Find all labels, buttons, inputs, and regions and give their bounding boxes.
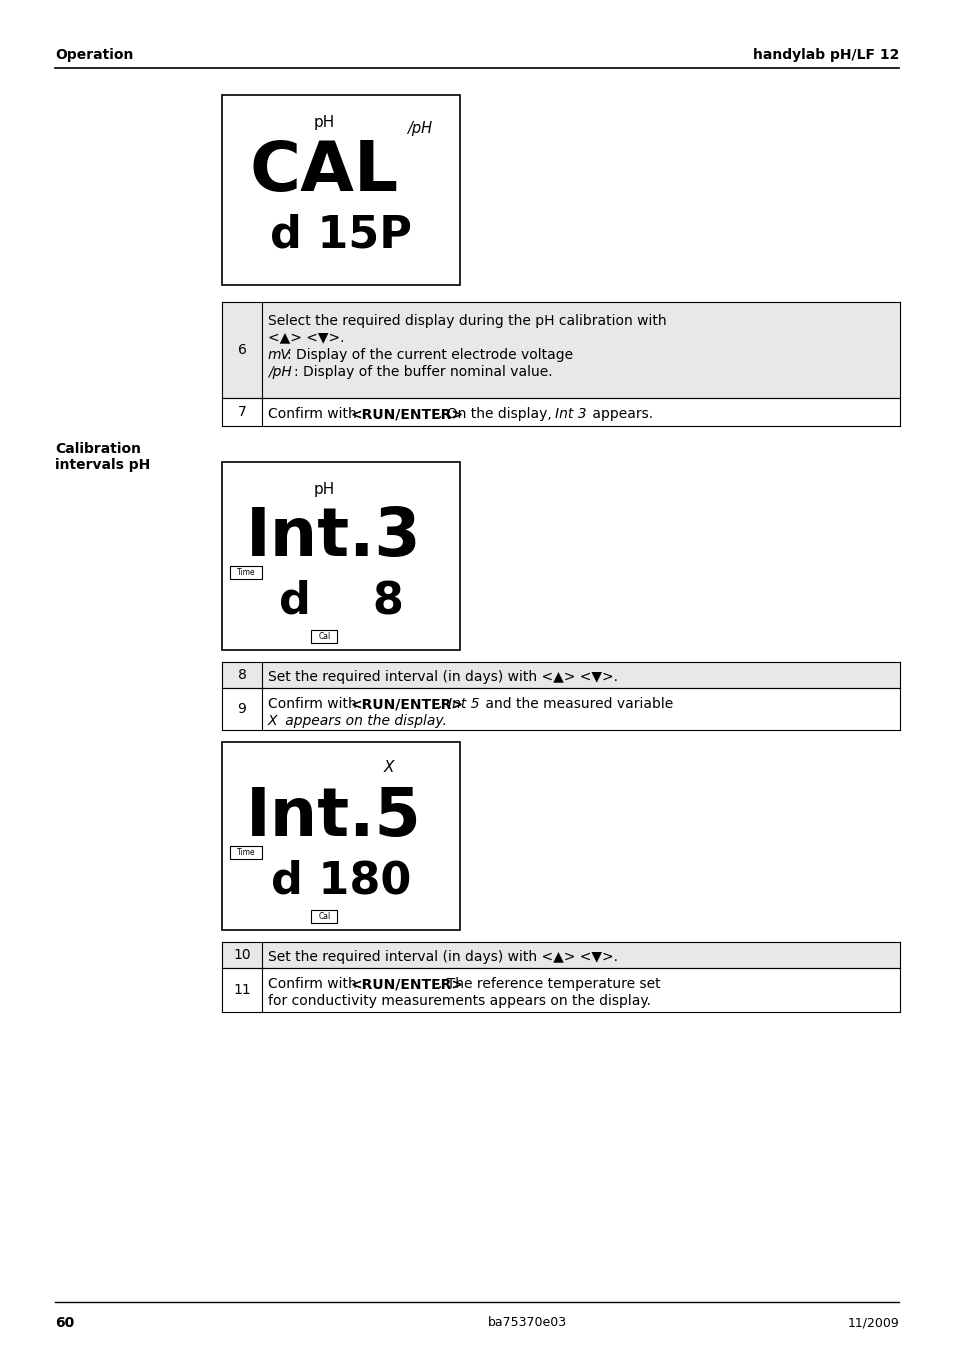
Text: handylab pH/LF 12: handylab pH/LF 12	[752, 49, 898, 62]
Bar	[222, 662, 899, 688]
Text: Confirm with: Confirm with	[268, 977, 361, 992]
Text: appears.: appears.	[587, 407, 653, 422]
Text: 6: 6	[237, 343, 246, 357]
Bar	[222, 742, 459, 929]
Text: <▲> <▼>.: <▲> <▼>.	[268, 330, 344, 345]
Bar	[230, 566, 262, 580]
Bar	[311, 911, 337, 923]
Bar	[222, 303, 899, 399]
Text: Χ  appears on the display.: Χ appears on the display.	[268, 713, 447, 728]
Text: 11: 11	[233, 984, 251, 997]
Bar	[222, 942, 899, 969]
Text: Cal: Cal	[318, 632, 330, 640]
Text: d 180: d 180	[271, 861, 411, 902]
Text: 8: 8	[237, 667, 246, 682]
Bar	[222, 688, 899, 730]
Text: mV: mV	[268, 349, 291, 362]
Text: . On the display,: . On the display,	[437, 407, 556, 422]
Text: intervals pH: intervals pH	[55, 458, 150, 471]
Bar	[222, 399, 899, 426]
Bar	[311, 630, 337, 643]
Text: Operation: Operation	[55, 49, 133, 62]
Text: d 15P: d 15P	[270, 213, 412, 255]
Text: Set the required interval (in days) with <▲> <▼>.: Set the required interval (in days) with…	[268, 670, 618, 684]
Text: .: .	[437, 697, 446, 711]
Text: and the measured variable: and the measured variable	[480, 697, 673, 711]
Bar	[230, 846, 262, 859]
Text: <RUN/ENTER>: <RUN/ENTER>	[351, 977, 463, 992]
Text: ba75370e03: ba75370e03	[487, 1316, 566, 1329]
Text: Time: Time	[236, 848, 255, 857]
Text: <RUN/ENTER>: <RUN/ENTER>	[351, 697, 463, 711]
Bar	[222, 95, 459, 285]
Text: Int.5: Int.5	[246, 784, 421, 850]
Text: pH: pH	[314, 482, 335, 497]
Text: Confirm with: Confirm with	[268, 407, 361, 422]
Bar	[222, 969, 899, 1012]
Text: Set the required interval (in days) with <▲> <▼>.: Set the required interval (in days) with…	[268, 950, 618, 965]
Text: Confirm with: Confirm with	[268, 697, 361, 711]
Text: /pH: /pH	[407, 122, 432, 136]
Text: 60: 60	[55, 1316, 74, 1329]
Text: <RUN/ENTER>: <RUN/ENTER>	[351, 407, 463, 422]
Text: for conductivity measurements appears on the display.: for conductivity measurements appears on…	[268, 994, 650, 1008]
Text: Int 3: Int 3	[555, 407, 586, 422]
Text: Calibration: Calibration	[55, 442, 141, 457]
Text: . The reference temperature set: . The reference temperature set	[437, 977, 659, 992]
Text: 10: 10	[233, 948, 251, 962]
Text: d    8: d 8	[278, 580, 403, 623]
Bar	[222, 462, 459, 650]
Text: 9: 9	[237, 703, 246, 716]
Text: : Display of the buffer nominal value.: : Display of the buffer nominal value.	[294, 365, 552, 380]
Text: Cal: Cal	[318, 912, 330, 921]
Text: 7: 7	[237, 405, 246, 419]
Text: pH: pH	[314, 115, 335, 130]
Text: Select the required display during the pH calibration with: Select the required display during the p…	[268, 313, 666, 328]
Text: /pH: /pH	[268, 365, 292, 380]
Text: Int 5: Int 5	[448, 697, 479, 711]
Text: 11/2009: 11/2009	[846, 1316, 898, 1329]
Text: : Display of the current electrode voltage: : Display of the current electrode volta…	[287, 349, 573, 362]
Text: CAL: CAL	[250, 138, 398, 205]
Text: Int.3: Int.3	[246, 504, 421, 570]
Text: Χ: Χ	[383, 761, 394, 775]
Text: Time: Time	[236, 567, 255, 577]
